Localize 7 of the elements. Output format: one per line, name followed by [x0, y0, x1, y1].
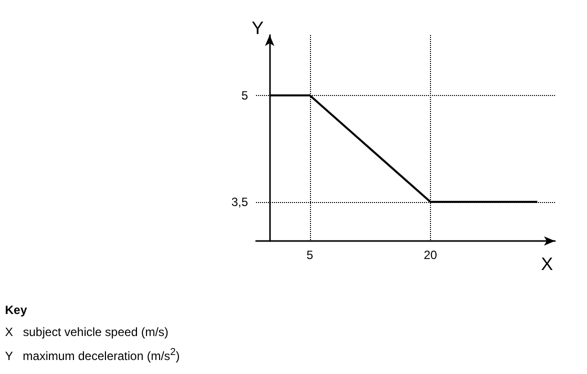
y-axis-title: Y	[252, 18, 264, 38]
text: Y maximum deceleration (m/s$^{2}$)	[5, 347, 180, 365]
text: X subject vehicle speed (m/s)	[5, 325, 170, 341]
x-tick-label: 20	[424, 248, 438, 262]
text: Key	[5, 303, 28, 319]
x-axis-title: X	[541, 254, 554, 274]
y-tick-label: 3,5	[231, 194, 248, 209]
